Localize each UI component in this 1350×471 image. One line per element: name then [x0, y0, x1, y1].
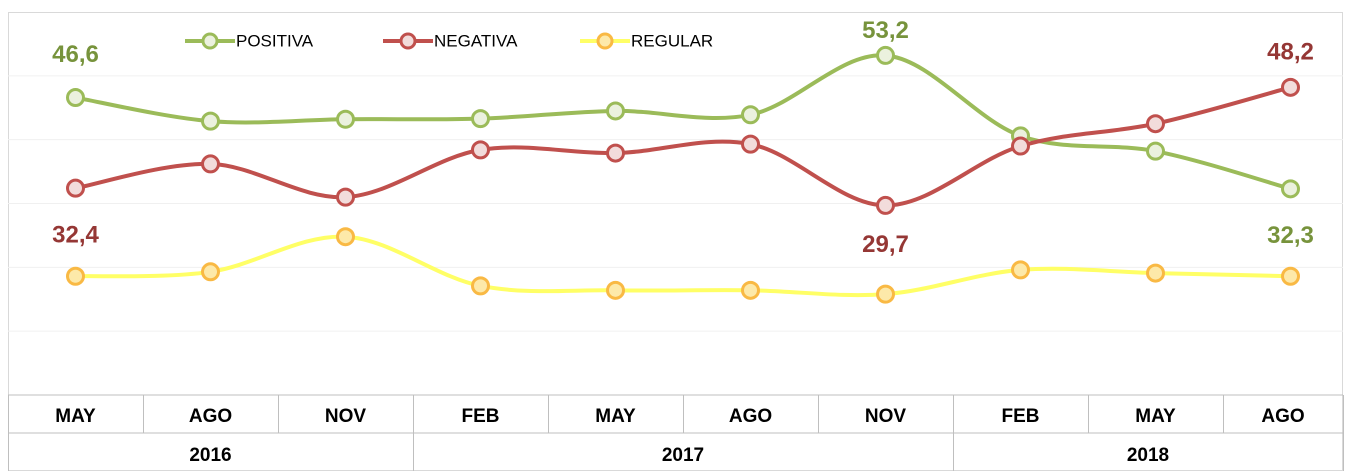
x-tick-label: AGO — [729, 406, 772, 427]
legend-label: NEGATIVA — [434, 31, 518, 50]
marker — [606, 280, 625, 300]
marker — [1281, 77, 1300, 97]
x-tick-label: AGO — [1261, 406, 1304, 427]
data-label: 46,6 — [52, 41, 99, 68]
legend-marker — [596, 32, 614, 50]
legend-label: REGULAR — [631, 31, 713, 50]
x-tick-label: FEB — [462, 406, 500, 427]
marker — [1011, 260, 1030, 280]
marker — [1146, 141, 1165, 161]
x-tick-label: AGO — [189, 406, 232, 427]
x-tick-label: FEB — [1002, 406, 1040, 427]
chart-frame — [8, 12, 1343, 471]
marker — [336, 227, 355, 247]
marker — [741, 134, 760, 154]
marker — [1281, 179, 1300, 199]
marker — [471, 276, 490, 296]
marker — [66, 266, 85, 286]
year-label: 2016 — [189, 445, 231, 466]
marker — [741, 280, 760, 300]
x-tick-label: MAY — [55, 406, 96, 427]
marker — [1281, 266, 1300, 286]
marker — [66, 178, 85, 198]
line — [75, 234, 1291, 298]
data-label: 29,7 — [862, 231, 909, 258]
marker — [876, 195, 895, 215]
marker — [1146, 263, 1165, 283]
x-tick-label: MAY — [595, 406, 636, 427]
marker — [471, 109, 490, 129]
marker — [201, 154, 220, 174]
data-label: 48,2 — [1267, 39, 1314, 66]
marker — [471, 140, 490, 160]
x-tick-label: NOV — [325, 406, 367, 427]
marker — [741, 105, 760, 125]
marker — [201, 262, 220, 282]
x-tick-label: NOV — [865, 406, 907, 427]
data-label: 32,3 — [1267, 222, 1314, 249]
year-label: 2018 — [1127, 445, 1169, 466]
marker — [66, 88, 85, 108]
x-tick-label: MAY — [1135, 406, 1176, 427]
data-label: 32,4 — [52, 222, 99, 249]
marker — [336, 187, 355, 207]
data-label: 53,2 — [862, 17, 909, 44]
marker — [606, 143, 625, 163]
legend-marker — [201, 32, 219, 50]
line — [75, 53, 1292, 191]
line — [75, 85, 1292, 208]
legend-marker — [399, 32, 417, 50]
marker — [1011, 136, 1030, 156]
marker — [1146, 114, 1165, 134]
legend-label: POSITIVA — [236, 31, 314, 50]
marker — [876, 284, 895, 304]
marker — [606, 101, 625, 121]
marker — [336, 109, 355, 129]
marker — [876, 45, 895, 65]
year-label: 2017 — [662, 445, 704, 466]
marker — [201, 111, 220, 131]
